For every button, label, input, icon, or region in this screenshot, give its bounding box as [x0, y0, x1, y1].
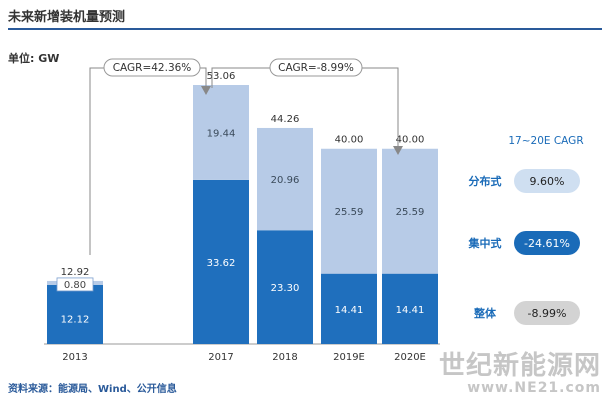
total-label-2020E: 40.00: [396, 135, 425, 146]
label-distributed-2018: 20.96: [271, 175, 300, 186]
x-tick-2018: 2018: [272, 352, 297, 363]
cagr-row-pill-3: [514, 301, 580, 325]
cagr-pill-2: [269, 58, 363, 77]
total-label-2018: 44.26: [271, 114, 300, 125]
unit-label: 单位: GW: [8, 52, 60, 65]
label-distributed-2019E: 25.59: [335, 207, 364, 218]
cagr-row-pill-1: [514, 169, 580, 193]
cagr-row-label-1: 分布式: [469, 174, 502, 188]
cagr-row-label-2: 集中式: [468, 236, 502, 250]
bar-distributed-2018: [257, 127, 313, 231]
total-label-2013: 12.92: [61, 267, 90, 278]
cagr-row-value-1: 9.60%: [530, 175, 565, 188]
x-tick-2017: 2017: [208, 352, 233, 363]
watermark-text: 世纪新能源网: [438, 351, 601, 381]
cagr-connector-1: [89, 67, 207, 255]
label-centralized-2018: 23.30: [271, 283, 300, 294]
x-tick-2013: 2013: [62, 352, 87, 363]
title-rule: [8, 28, 602, 30]
label-distributed-2017: 19.44: [207, 128, 236, 139]
cagr-arrowhead-1: [201, 86, 211, 95]
cagr-table-header: 17~20E CAGR: [508, 135, 583, 147]
cagr-row-value-3: -8.99%: [528, 307, 567, 320]
x-tick-2020E: 2020E: [394, 352, 426, 363]
total-label-2017: 53.06: [207, 71, 236, 82]
chart-title: 未来新增装机量预测: [8, 10, 126, 25]
label-centralized-2020E: 14.41: [396, 305, 425, 316]
watermark-url: www.NE21.com: [467, 380, 601, 396]
label-distributed-2013: 0.80: [64, 280, 86, 291]
source-note: 资料来源：能源局、Wind、公开信息: [8, 384, 177, 395]
x-tick-2019E: 2019E: [333, 352, 365, 363]
bar-centralized-2013: [47, 284, 103, 344]
label-centralized-2017: 33.62: [207, 258, 236, 269]
cagr-row-value-2: -24.61%: [524, 237, 570, 250]
cagr-row-label-3: 整体: [473, 306, 497, 320]
bar-centralized-2017: [193, 179, 249, 344]
bar-centralized-2019E: [321, 273, 377, 344]
total-label-2019E: 40.00: [335, 135, 364, 146]
cagr-arrowhead-2: [393, 146, 403, 155]
cagr-text-1: CAGR=42.36%: [113, 62, 192, 74]
label-distributed-2020E: 25.59: [396, 207, 425, 218]
bar-distributed-2020E: [382, 148, 438, 274]
label-centralized-2013: 12.12: [61, 314, 90, 325]
watermark: 世纪新能源网 www.NE21.com: [439, 352, 601, 396]
cagr-text-2: CAGR=-8.99%: [278, 62, 354, 74]
bar-distributed-2019E: [321, 148, 377, 274]
bar-distributed-2017: [193, 85, 249, 180]
cagr-pill-1: [103, 58, 201, 77]
bar-centralized-2020E: [382, 273, 438, 344]
cagr-row-pill-2: [514, 231, 580, 255]
label-box-distributed-2013: [56, 277, 94, 292]
label-centralized-2019E: 14.41: [335, 305, 364, 316]
bar-centralized-2018: [257, 230, 313, 344]
